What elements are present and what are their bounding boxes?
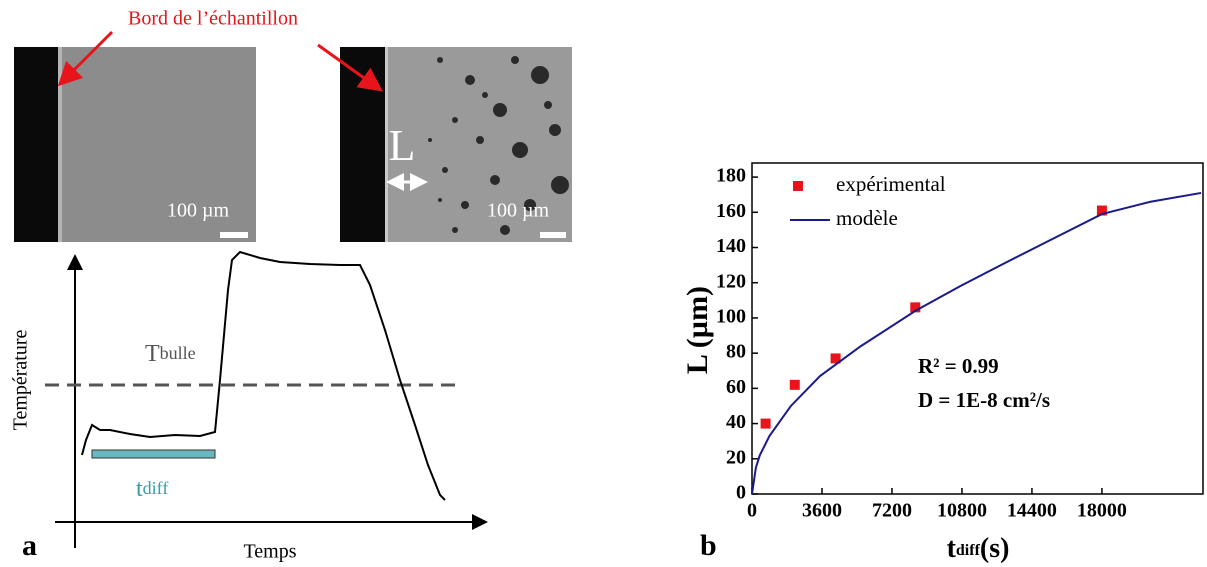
x-label-sub: diff xyxy=(956,542,981,559)
point xyxy=(789,379,800,390)
threshold-main: T xyxy=(145,341,160,367)
duration-sub: diff xyxy=(143,478,169,498)
y-tick-label: 40 xyxy=(726,411,746,433)
y-axis-label: Température xyxy=(10,329,32,430)
length-label: L xyxy=(389,121,416,170)
y-tick-label: 20 xyxy=(726,446,746,468)
x-tick-label: 0 xyxy=(747,500,757,522)
legend-swatch xyxy=(793,181,803,191)
panel-label: b xyxy=(700,529,717,562)
duration-main: t xyxy=(136,476,143,502)
legend-label: modèle xyxy=(836,206,898,230)
annotation: R² = 0.99 xyxy=(918,354,999,378)
duration-label: tdiff xyxy=(136,476,168,502)
y-tick-label: 160 xyxy=(716,200,746,222)
scale-label: 100 µm xyxy=(487,200,550,222)
scale-label: 100 µm xyxy=(167,200,230,222)
annotation: D = 1E-8 cm²/s xyxy=(918,388,1050,412)
x-label-main: t xyxy=(947,533,957,564)
legend-label: expérimental xyxy=(836,172,946,196)
arrow xyxy=(57,30,114,87)
x-label-unit: (s) xyxy=(980,533,1010,564)
micrograph-after xyxy=(340,47,572,242)
point xyxy=(760,418,771,429)
y-tick-label: 0 xyxy=(736,482,746,504)
y-tick-label: 180 xyxy=(716,165,746,187)
x-tick-label: 18000 xyxy=(1077,500,1127,522)
x-tick-label: 3600 xyxy=(802,500,842,522)
edge-label: Bord de l’échantillon xyxy=(128,8,298,30)
y-tick-label: 100 xyxy=(716,306,746,328)
panel-label: a xyxy=(22,529,37,562)
x-axis-label: Temps xyxy=(243,541,296,563)
x-axis-label: tdiff(s) xyxy=(947,533,1010,564)
x-tick-label: 14400 xyxy=(1007,500,1057,522)
arrow xyxy=(317,43,383,92)
plot-frame xyxy=(751,162,1204,495)
point xyxy=(1096,205,1107,216)
duration-bar xyxy=(91,449,216,459)
y-tick-label: 120 xyxy=(716,270,746,292)
y-tick-label: 60 xyxy=(726,376,746,398)
point xyxy=(830,353,841,364)
y-tick-label: 140 xyxy=(716,235,746,257)
x-tick-label: 7200 xyxy=(872,500,912,522)
threshold-sub: bulle xyxy=(160,343,196,363)
x-tick-label: 10800 xyxy=(937,500,987,522)
threshold-label: Tbulle xyxy=(145,341,196,367)
y-tick-label: 80 xyxy=(726,341,746,363)
point xyxy=(910,302,921,313)
temperature-curve xyxy=(81,250,446,501)
micrograph-before xyxy=(14,47,256,242)
model-line xyxy=(751,191,1202,495)
y-axis-label: L (µm) xyxy=(681,286,714,374)
